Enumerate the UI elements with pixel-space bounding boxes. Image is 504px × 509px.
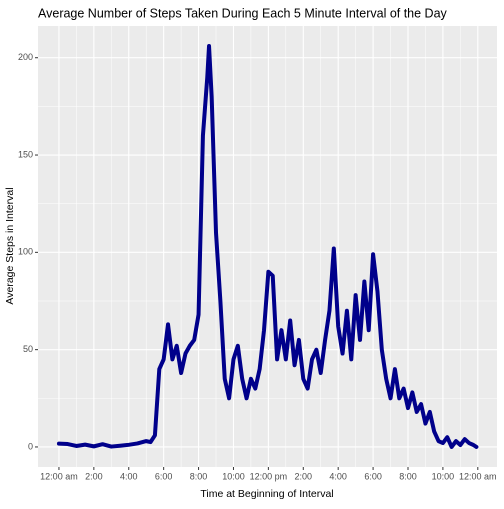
- x-tick-label: 8:00: [190, 471, 208, 481]
- chart-title: Average Number of Steps Taken During Eac…: [38, 6, 448, 20]
- y-tick-label: 0: [28, 441, 33, 451]
- line: [56, 44, 479, 449]
- x-tick-label: 2:00: [85, 471, 103, 481]
- x-tick-label: 2:00: [295, 471, 313, 481]
- x-tick-label: 6:00: [364, 471, 382, 481]
- x-tick-label: 8:00: [399, 471, 417, 481]
- y-tick-label: 50: [23, 344, 33, 354]
- y-tick-label: 150: [18, 149, 33, 159]
- y-tick-label: 100: [18, 247, 33, 257]
- x-axis-title: Time at Beginning of Interval: [200, 488, 333, 500]
- y-axis-title: Average Steps in Interval: [4, 187, 16, 304]
- x-tick-label: 4:00: [329, 471, 347, 481]
- x-tick-label: 10:00: [432, 471, 455, 481]
- x-tick-label: 4:00: [120, 471, 138, 481]
- x-tick-label: 12:00 am: [40, 471, 78, 481]
- y-tick-label: 200: [18, 52, 33, 62]
- x-tick-label: 10:00: [222, 471, 245, 481]
- x-tick-label: 6:00: [155, 471, 173, 481]
- panel: [38, 26, 497, 467]
- x-tick-label: 12:00 am: [459, 471, 497, 481]
- x-tick-label: 12:00 pm: [250, 471, 288, 481]
